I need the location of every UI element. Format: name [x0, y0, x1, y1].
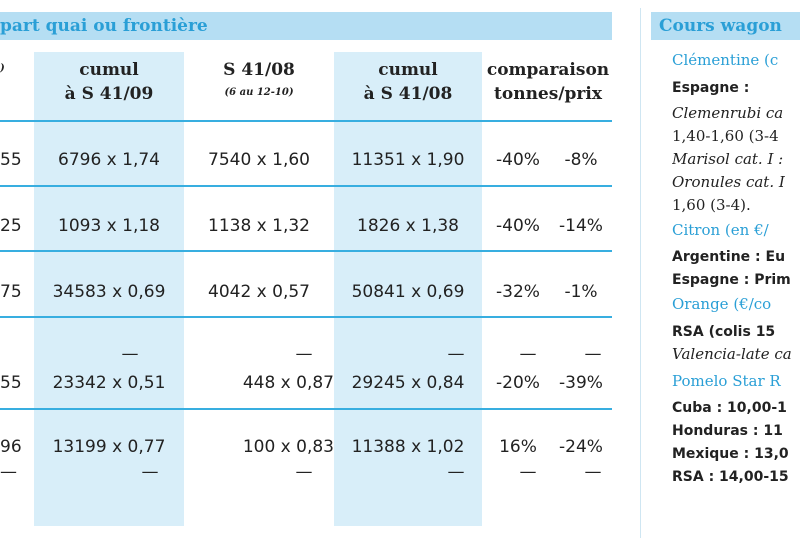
table-cell-value: 448 x 0,87 [242, 373, 334, 393]
price-line: Cuba : 10,00-1 [672, 395, 800, 420]
price-line: Honduras : 11 [672, 418, 800, 443]
header-cumul-s41-08: cumul à S 41/08 [363, 60, 453, 104]
table-cell: -24% [559, 437, 603, 457]
table-cell: 1093 x 1,18 [58, 216, 160, 236]
price-line: RSA (colis 15 [672, 319, 800, 344]
price-line: Mexique : 13,0 [672, 441, 800, 466]
price-line-text: Argentine : Eu [672, 249, 786, 265]
price-line: Valencia-late ca [672, 342, 800, 366]
table-cell: 16% [499, 437, 537, 457]
table-cell: -8% [564, 150, 598, 170]
price-line: Clemenrubi ca [672, 101, 800, 125]
price-line-text: Marisol cat. I : [672, 150, 784, 168]
table-cell: -20% [496, 373, 540, 393]
row-divider [0, 185, 612, 187]
price-line-text: 1,60 (3-4). [672, 196, 751, 214]
price-line-text: 1,40-1,60 (3-4 [672, 127, 779, 145]
table-cell: 23342 x 0,51 [52, 373, 166, 393]
table-cell-value: 100 x 0,83 [242, 437, 334, 457]
left-table-title: part quai ou frontière [0, 12, 612, 40]
table-cell: 100 x 0,83 [184, 437, 334, 457]
row-divider [0, 250, 612, 252]
table-cell: 6796 x 1,74 [58, 150, 160, 170]
dash-mark: — [519, 462, 537, 482]
price-line-text: Honduras : 11 [672, 423, 783, 439]
column-separator [640, 8, 641, 538]
price-line: Citron (en €/ [672, 218, 800, 242]
table-cell: 13199 x 0,77 [52, 437, 166, 457]
highlight-column-cumul-08 [334, 52, 482, 526]
price-line: Espagne : [672, 75, 800, 100]
table-cell: 1826 x 1,38 [357, 216, 459, 236]
dash-mark: — [141, 462, 159, 482]
header-cumul-s41-09: cumul à S 41/09 [64, 60, 154, 104]
header-comparaison: comparaison tonnes/prix [486, 60, 610, 104]
price-line-text: RSA : 14,00-15 [672, 469, 789, 485]
table-cell: -40% [496, 216, 540, 236]
price-line-text: Espagne : [672, 80, 750, 96]
price-line-text: Clemenrubi ca [672, 104, 784, 122]
table-cell: 75 [0, 282, 22, 302]
table-cell: -14% [559, 216, 603, 236]
dash-mark: — [447, 344, 465, 364]
table-cell: 11351 x 1,90 [351, 150, 465, 170]
header-s41-08: S 41/08 (6 au 12-10) [223, 60, 295, 98]
table-cell: -40% [496, 150, 540, 170]
dash-mark: — [519, 344, 537, 364]
dash-mark: — [584, 462, 602, 482]
row-divider [0, 120, 612, 122]
price-line-text: Clémentine (c [672, 51, 779, 69]
table-cell: -1% [564, 282, 598, 302]
table-cell: 34583 x 0,69 [52, 282, 166, 302]
right-panel-title: Cours wagon [651, 12, 800, 40]
table-cell: 11388 x 1,02 [351, 437, 465, 457]
dash-mark: — [584, 344, 602, 364]
dash-mark: — [295, 462, 313, 482]
price-line: Pomelo Star R [672, 369, 800, 393]
price-line: Orange (€/co [672, 292, 800, 316]
table-cell: 29245 x 0,84 [351, 373, 465, 393]
price-line-text: Valencia-late ca [672, 345, 792, 363]
price-line: 1,60 (3-4). [672, 193, 800, 217]
table-cell: 96 [0, 437, 22, 457]
price-line: Clémentine (c [672, 48, 800, 72]
price-line: Argentine : Eu [672, 244, 800, 269]
dash-mark: — [447, 462, 465, 482]
price-line-text: Pomelo Star R [672, 372, 781, 390]
price-line: Oronules cat. I [672, 170, 800, 194]
price-line-text: Espagne : Prim [672, 272, 791, 288]
price-line: Marisol cat. I : [672, 147, 800, 171]
highlight-column-cumul-09 [34, 52, 184, 526]
price-line-text: Citron (en €/ [672, 221, 769, 239]
dash-mark: — [121, 344, 139, 364]
dash-mark: — [0, 462, 17, 482]
table-cell: -39% [559, 373, 603, 393]
price-line-text: Oronules cat. I [672, 173, 785, 191]
row-divider [0, 408, 612, 410]
header-col-0: ) [0, 63, 5, 74]
table-cell: 4042 x 0,57 [208, 282, 310, 302]
table-cell: 7540 x 1,60 [208, 150, 310, 170]
row-divider [0, 316, 612, 318]
dash-mark: — [295, 344, 313, 364]
table-cell: 448 x 0,87 [184, 373, 334, 393]
price-line-text: RSA (colis 15 [672, 324, 776, 340]
table-cell: -32% [496, 282, 540, 302]
price-line: 1,40-1,60 (3-4 [672, 124, 800, 148]
table-cell: 50841 x 0,69 [351, 282, 465, 302]
price-line-text: Mexique : 13,0 [672, 446, 789, 462]
table-cell: 25 [0, 216, 22, 236]
table-cell: 1138 x 1,32 [208, 216, 310, 236]
table-cell: 55 [0, 150, 22, 170]
price-line: RSA : 14,00-15 [672, 464, 800, 489]
price-line: Espagne : Prim [672, 267, 800, 292]
price-line-text: Cuba : 10,00-1 [672, 400, 787, 416]
table-cell: 55 [0, 373, 22, 393]
price-line-text: Orange (€/co [672, 295, 772, 313]
